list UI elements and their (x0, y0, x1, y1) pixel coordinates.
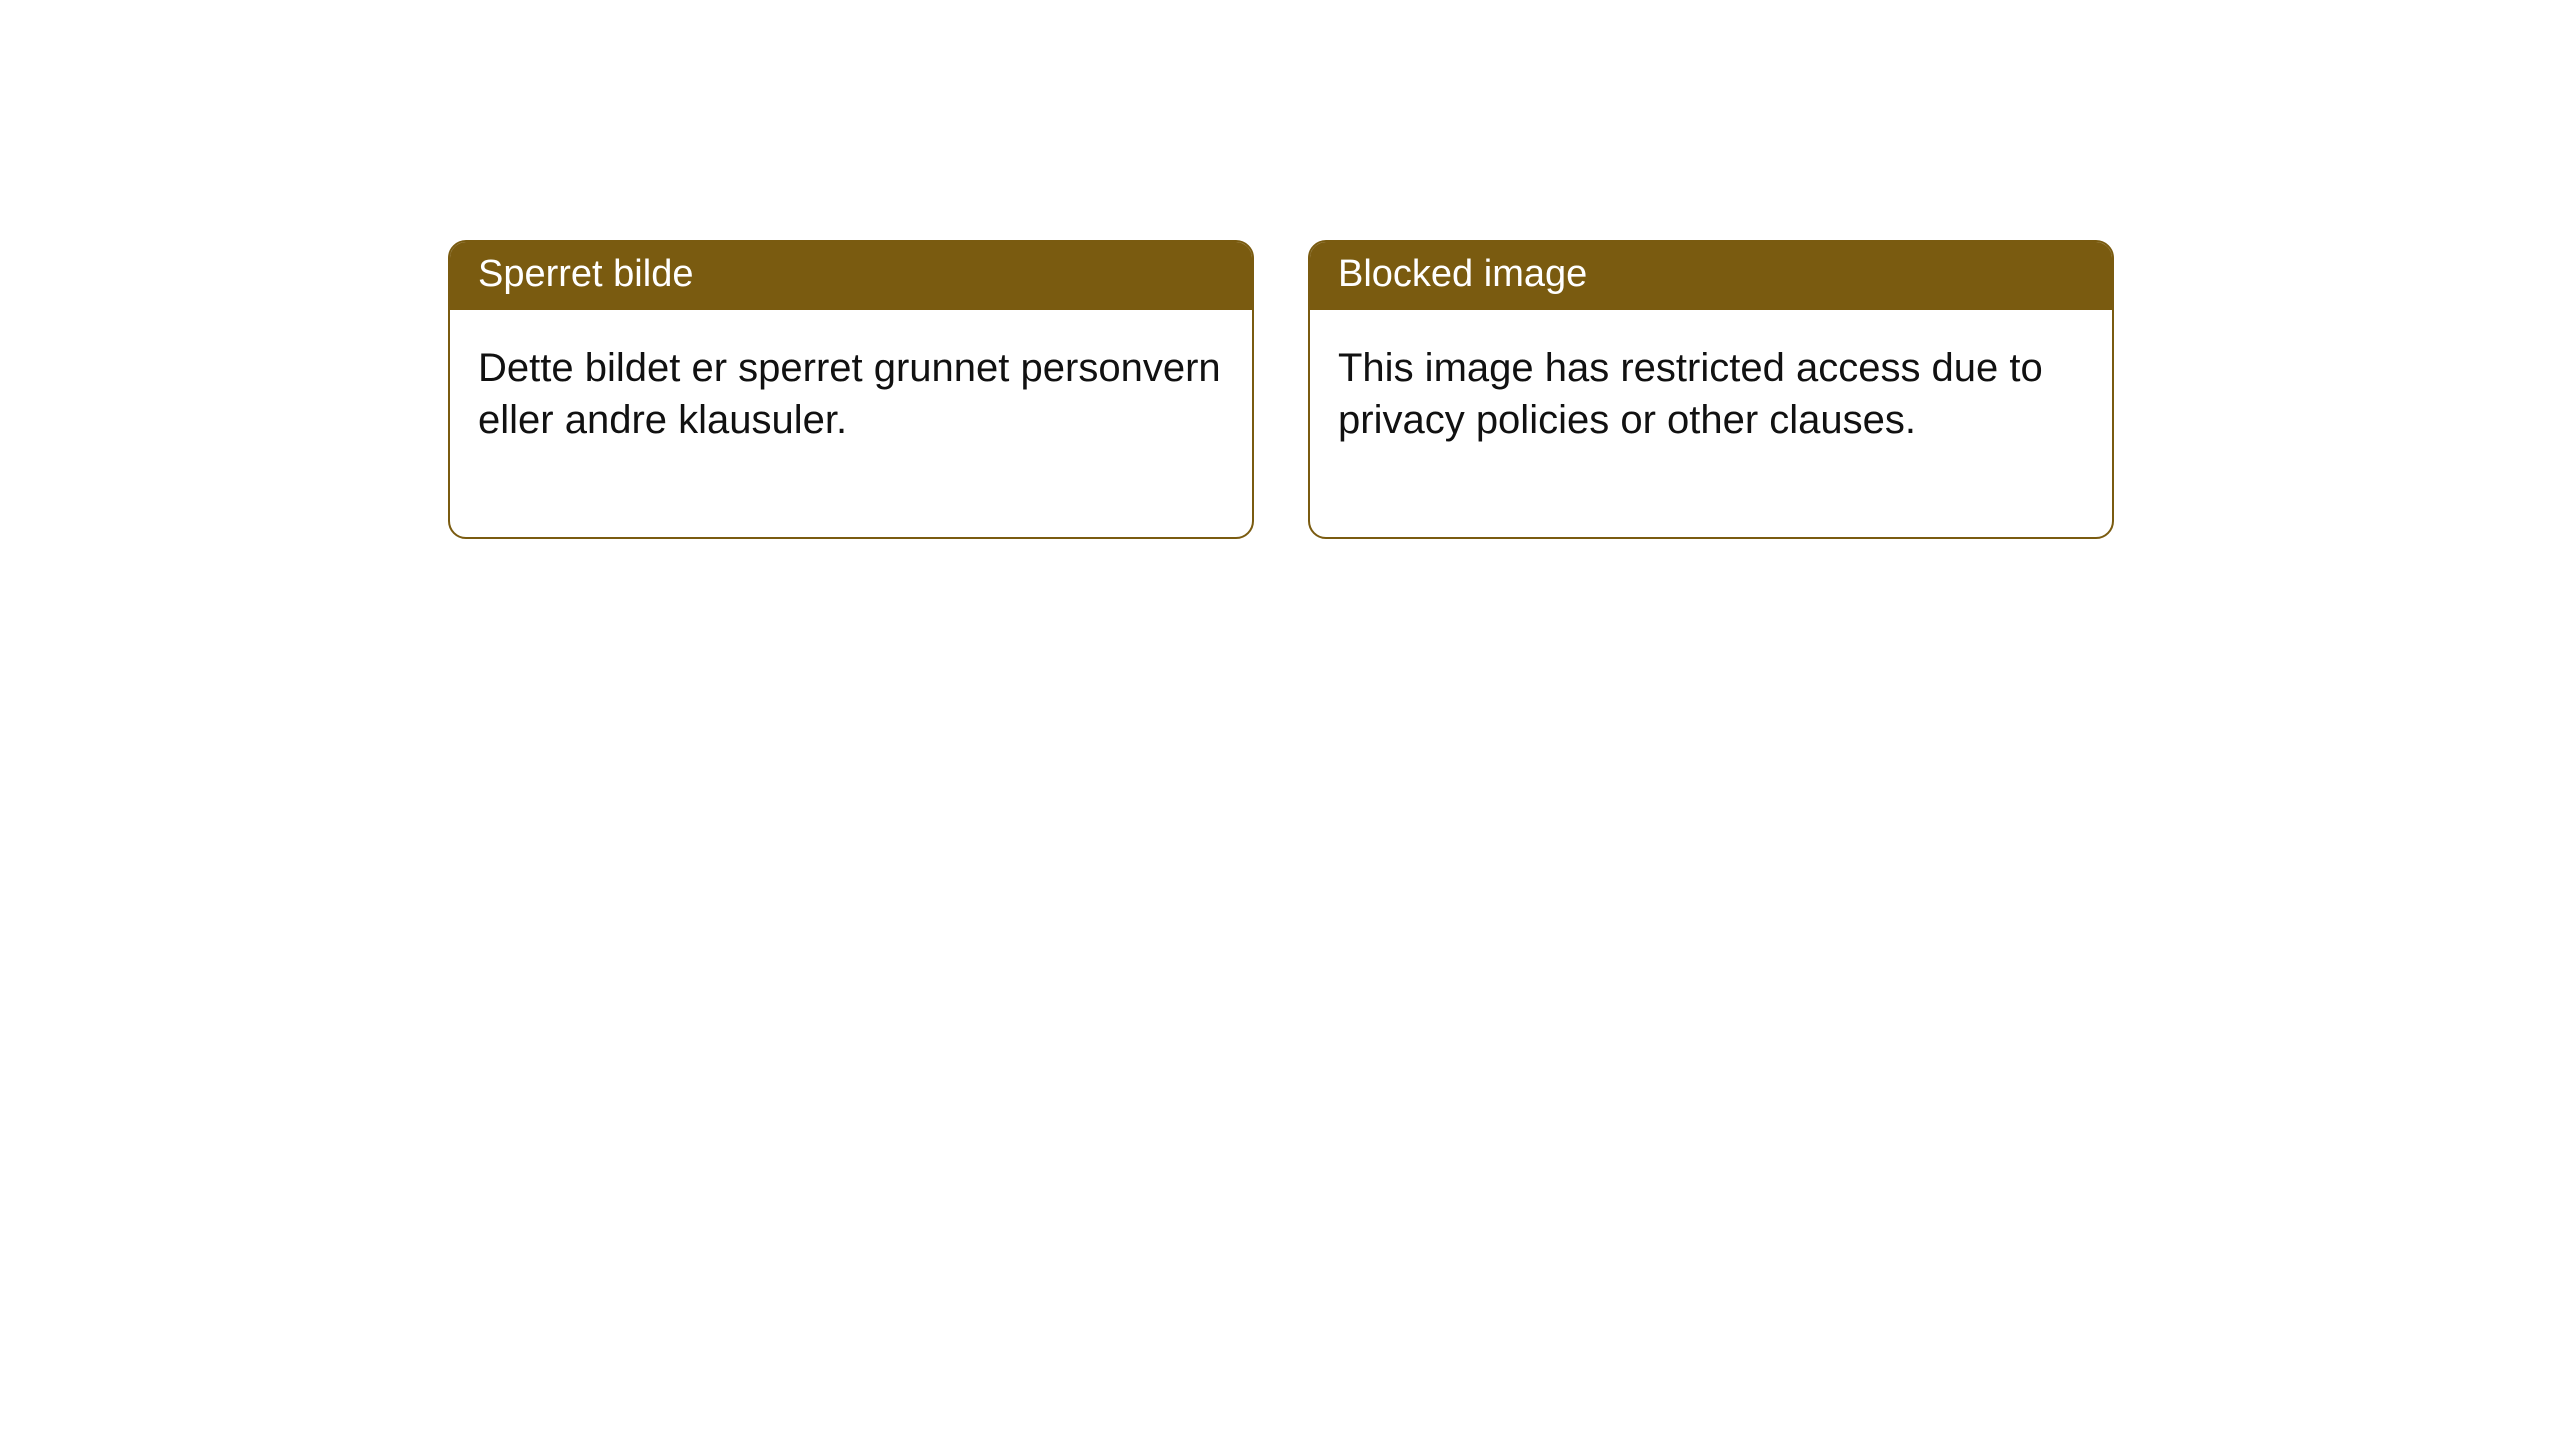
notice-container: Sperret bilde Dette bildet er sperret gr… (0, 0, 2560, 539)
notice-title: Sperret bilde (450, 242, 1252, 310)
notice-card-english: Blocked image This image has restricted … (1308, 240, 2114, 539)
notice-card-norwegian: Sperret bilde Dette bildet er sperret gr… (448, 240, 1254, 539)
notice-body: This image has restricted access due to … (1310, 310, 2112, 538)
notice-title: Blocked image (1310, 242, 2112, 310)
notice-body: Dette bildet er sperret grunnet personve… (450, 310, 1252, 538)
